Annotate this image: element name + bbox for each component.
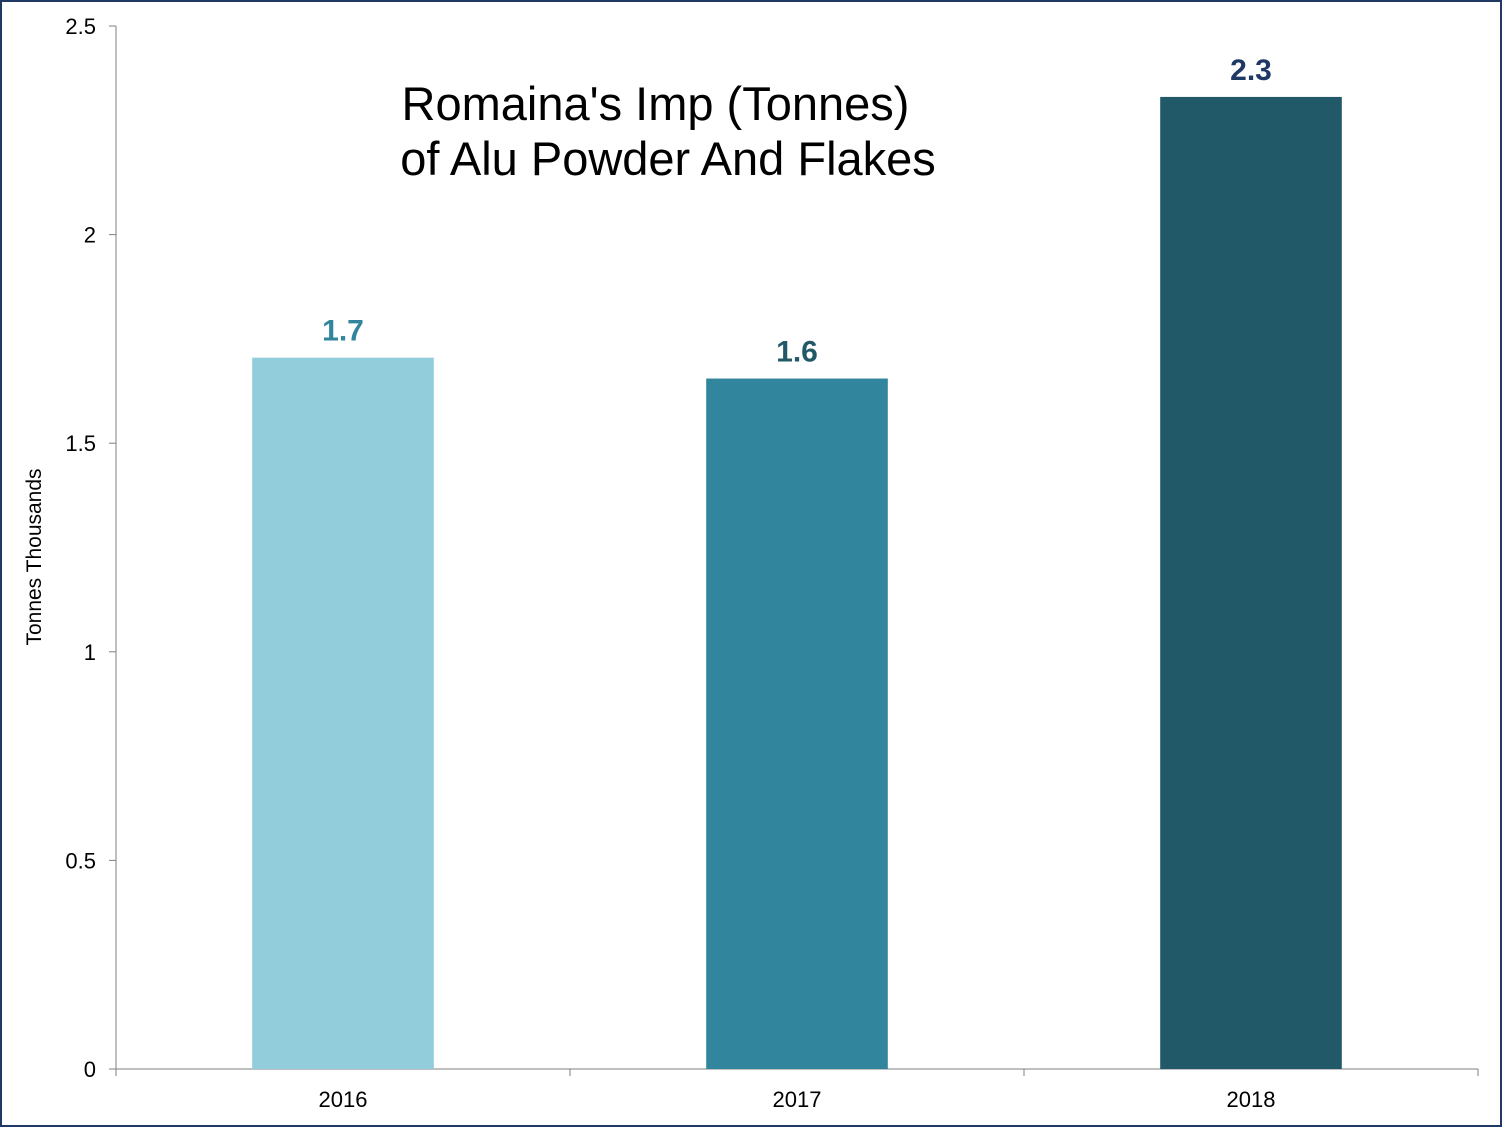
y-axis: 0 0.5 1 1.5 2 2.5 bbox=[65, 14, 117, 1082]
bar bbox=[1160, 96, 1342, 1069]
y-tick-label: 2.5 bbox=[65, 14, 96, 39]
bar bbox=[252, 357, 434, 1069]
data-label: 2.3 bbox=[1230, 54, 1272, 87]
y-tick-label: 0 bbox=[84, 1057, 96, 1082]
y-tick-label: 2 bbox=[84, 223, 96, 248]
y-tick-label: 1 bbox=[84, 640, 96, 665]
data-label: 1.7 bbox=[322, 315, 364, 348]
y-tick-label: 0.5 bbox=[65, 848, 96, 873]
bars bbox=[252, 96, 1342, 1069]
data-labels: 1.7 1.6 2.3 bbox=[322, 54, 1272, 369]
y-tick-label: 1.5 bbox=[65, 431, 96, 456]
bar bbox=[706, 378, 888, 1069]
x-tick-label: 2018 bbox=[1227, 1087, 1276, 1112]
x-axis: 2016 2017 2018 bbox=[115, 1068, 1479, 1112]
data-label: 1.6 bbox=[776, 336, 818, 369]
chart-title-line-1: Romaina's Imp (Tonnes) bbox=[402, 77, 910, 130]
x-tick-label: 2017 bbox=[773, 1087, 822, 1112]
chart-title-line-2: of Alu Powder And Flakes bbox=[400, 132, 936, 185]
y-axis-title: Tonnes Thousands bbox=[23, 468, 46, 645]
chart-title: Romaina's Imp (Tonnes) of Alu Powder And… bbox=[400, 77, 936, 185]
x-tick-label: 2016 bbox=[319, 1087, 368, 1112]
